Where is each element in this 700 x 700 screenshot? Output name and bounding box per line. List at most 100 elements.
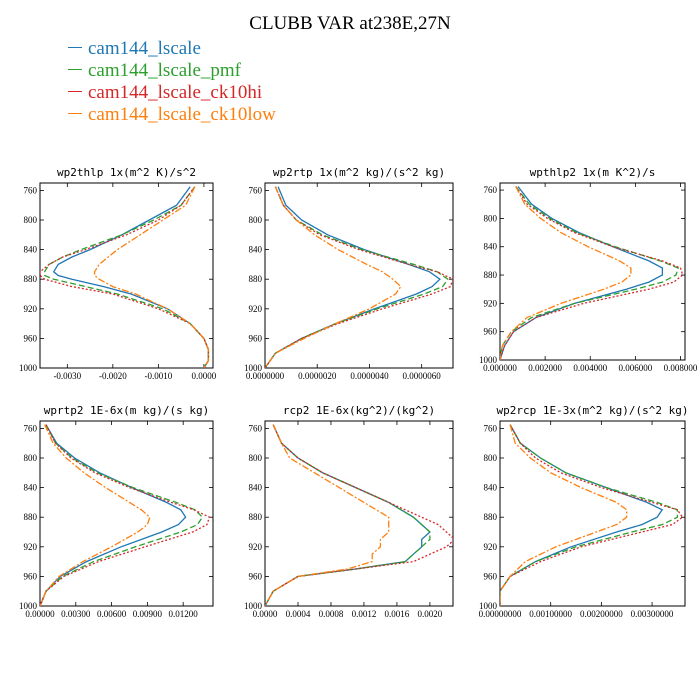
- y-tick-label: 840: [484, 483, 498, 493]
- x-tick-label: 0.0016: [385, 609, 410, 619]
- series-line-cam144_lscale_ck10low: [265, 424, 390, 606]
- panel-title: rcp2 1E-6x(kg^2)/(kg^2): [283, 404, 435, 417]
- series-line-cam144_lscale_ck10low: [40, 424, 151, 606]
- y-tick-label: 760: [484, 185, 498, 195]
- series-line-cam144_lscale: [40, 424, 187, 606]
- y-tick-label: 960: [24, 571, 38, 581]
- y-tick-label: 1000: [244, 363, 263, 373]
- y-tick-label: 800: [249, 215, 263, 225]
- y-tick-label: 840: [24, 245, 38, 255]
- x-tick-label: -0.0020: [99, 371, 127, 381]
- panel-3: wpthlp2 1x(m K^2)/s 760 800 840 880 920 960 100…: [479, 166, 698, 373]
- series-line-cam144_lscale: [52, 186, 210, 368]
- y-tick-label: 920: [24, 542, 38, 552]
- x-tick-label: 0.00300: [61, 609, 91, 619]
- legend-swatch: [68, 113, 82, 115]
- panel-title: wp2thlp 1x(m^2 K)/s^2: [57, 166, 196, 179]
- series-line-cam144_lscale_ck10hi: [40, 186, 210, 368]
- x-tick-label: 0.002000: [528, 363, 562, 373]
- y-tick-label: 800: [249, 453, 263, 463]
- series-line-cam144_lscale: [500, 186, 664, 360]
- y-tick-label: 920: [249, 542, 263, 552]
- panel-title: wp2rtp 1x(m^2 kg)/(s^2 kg): [273, 166, 445, 179]
- y-tick-label: 920: [484, 542, 498, 552]
- legend-swatch: [68, 47, 82, 49]
- series-line-cam144_lscale_ck10low: [500, 186, 632, 360]
- y-tick-label: 1000: [19, 601, 38, 611]
- y-tick-label: 760: [24, 423, 38, 433]
- y-tick-label: 920: [484, 298, 498, 308]
- y-tick-label: 960: [249, 333, 263, 343]
- x-tick-label: 0.00100000: [529, 609, 572, 619]
- x-tick-label: 0.00600: [97, 609, 127, 619]
- series-line-cam144_lscale_ck10hi: [265, 186, 453, 368]
- legend-label: cam144_lscale_ck10low: [88, 104, 276, 125]
- y-tick-label: 960: [24, 333, 38, 343]
- y-tick-label: 800: [484, 453, 498, 463]
- y-tick-label: 760: [249, 185, 263, 195]
- y-tick-label: 800: [24, 215, 38, 225]
- panel-1: wp2thlp 1x(m^2 K)/s^2 760 800 840 880 920 960 1…: [19, 166, 217, 381]
- series-line-cam144_lscale_ck10hi: [40, 424, 211, 606]
- y-tick-label: 1000: [479, 355, 498, 365]
- y-tick-label: 760: [484, 423, 498, 433]
- panel-4: wprtp2 1E-6x(m kg)/(s kg) 760 800 840 880 920…: [19, 404, 214, 619]
- y-tick-label: 840: [249, 245, 263, 255]
- legend-label: cam144_lscale: [88, 38, 201, 59]
- series-line-cam144_lscale_ck10hi: [500, 186, 684, 360]
- y-tick-label: 840: [249, 483, 263, 493]
- x-tick-label: 0.00200000: [580, 609, 623, 619]
- x-tick-label: 0.00000: [25, 609, 55, 619]
- plot-frame: [39, 420, 214, 607]
- series-line-cam144_lscale_pmf: [43, 186, 210, 368]
- x-tick-label: 0.00300000: [631, 609, 674, 619]
- panel-5: rcp2 1E-6x(kg^2)/(kg^2) 760 800 840 880 920 96…: [244, 404, 454, 619]
- y-tick-label: 920: [24, 304, 38, 314]
- x-tick-label: 0.0012: [352, 609, 377, 619]
- x-tick-label: 0.0000: [253, 609, 278, 619]
- series-line-cam144_lscale_ck10low: [93, 186, 210, 368]
- panel-6: wp2rcp 1E-3x(m^2 kg)/(s^2 kg) 760 800 840 88…: [479, 404, 689, 619]
- plot-frame: [499, 182, 686, 361]
- x-tick-label: 0.00900: [133, 609, 163, 619]
- x-tick-label: -0.0010: [144, 371, 172, 381]
- x-tick-label: 0.00000000: [479, 609, 522, 619]
- panel-title: wp2rcp 1E-3x(m^2 kg)/(s^2 kg): [496, 404, 688, 417]
- y-tick-label: 880: [249, 512, 263, 522]
- legend-item-cam144-lscale: cam144_lscale: [68, 38, 201, 60]
- series-line-cam144_lscale_ck10low: [500, 424, 628, 606]
- series-line-cam144_lscale_pmf: [265, 424, 431, 606]
- y-tick-label: 760: [249, 423, 263, 433]
- legend-swatch: [68, 69, 82, 71]
- y-tick-label: 880: [24, 512, 38, 522]
- y-tick-label: 960: [484, 327, 498, 337]
- y-tick-label: 880: [249, 274, 263, 284]
- x-tick-label: 0.0004: [286, 609, 311, 619]
- x-tick-label: 0.004000: [573, 363, 607, 373]
- x-tick-label: 0.006000: [618, 363, 652, 373]
- x-tick-label: 0.0000060: [403, 371, 442, 381]
- y-tick-label: 800: [484, 213, 498, 223]
- y-tick-label: 840: [484, 242, 498, 252]
- x-tick-label: 0.0000: [192, 371, 217, 381]
- x-tick-label: 0.008000: [664, 363, 698, 373]
- series-line-cam144_lscale_pmf: [500, 186, 680, 360]
- y-tick-label: 840: [24, 483, 38, 493]
- y-tick-label: 960: [249, 571, 263, 581]
- series-line-cam144_lscale_ck10hi: [265, 424, 453, 606]
- series-line-cam144_lscale_ck10hi: [500, 424, 684, 606]
- figure-title: CLUBB VAR at238E,27N: [249, 13, 451, 34]
- x-tick-label: 0.0000000: [246, 371, 285, 381]
- legend-label: cam144_lscale_pmf: [88, 60, 242, 81]
- y-tick-label: 880: [484, 512, 498, 522]
- x-tick-label: 0.01200: [169, 609, 199, 619]
- y-tick-label: 1000: [19, 363, 38, 373]
- y-tick-label: 1000: [479, 601, 498, 611]
- series-line-cam144_lscale_ck10low: [265, 186, 402, 368]
- series-line-cam144_lscale_pmf: [265, 186, 449, 368]
- legend-item-cam144-lscale-pmf: cam144_lscale_pmf: [68, 60, 241, 82]
- legend-item-cam144-lscale-ck10low: cam144_lscale_ck10low: [68, 104, 276, 126]
- x-tick-label: 0.0020: [418, 609, 443, 619]
- plot-frame: [39, 182, 214, 369]
- plot-frame: [264, 182, 454, 369]
